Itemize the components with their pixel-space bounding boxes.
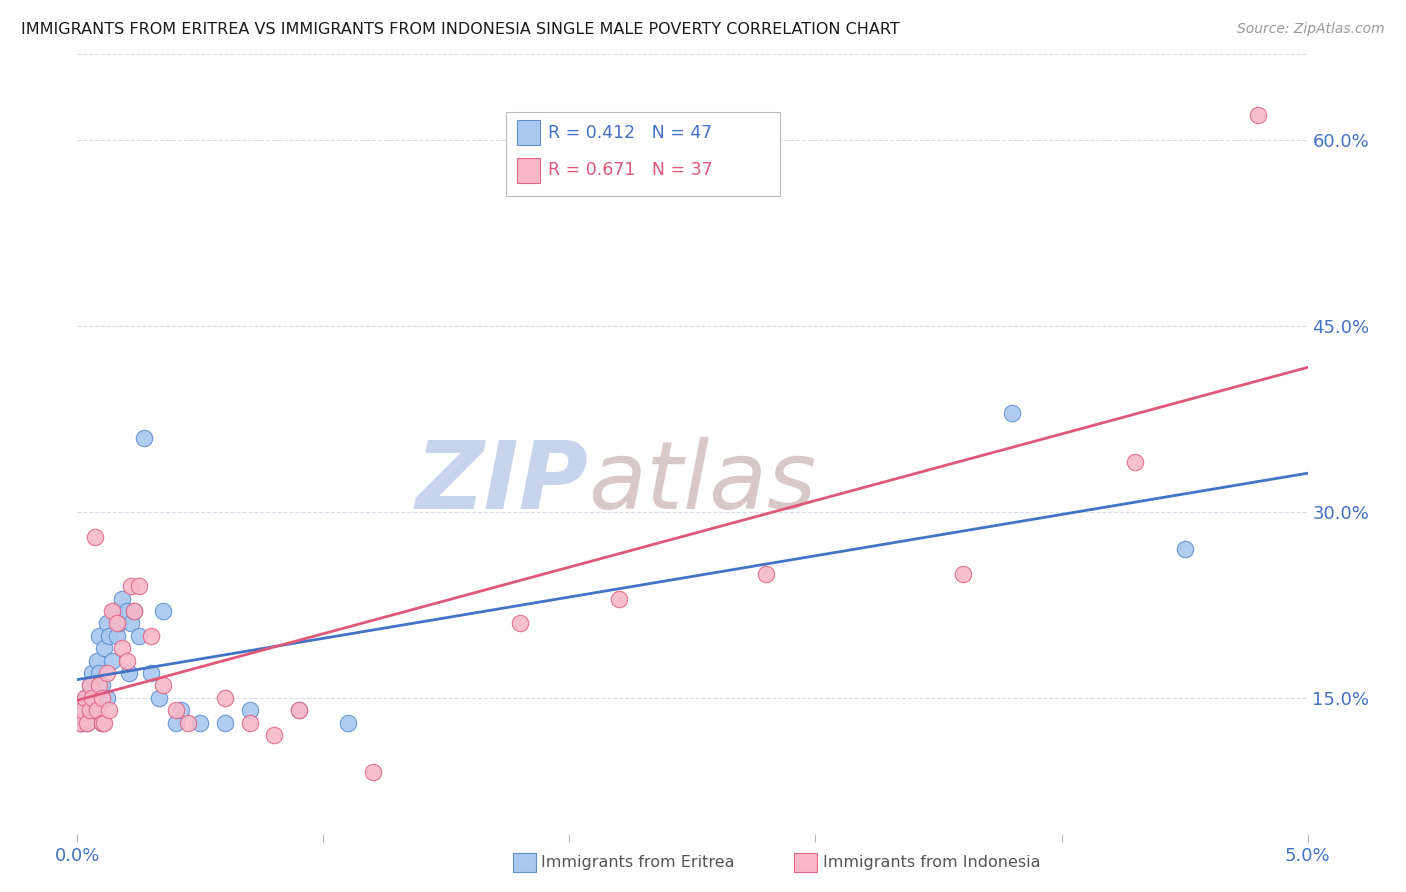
Point	[148, 690, 170, 705]
Point	[105, 616, 128, 631]
Point	[96, 690, 118, 705]
Point	[69, 715, 91, 730]
Point	[83, 703, 105, 717]
Point	[141, 629, 163, 643]
Point	[79, 678, 101, 692]
Text: atlas: atlas	[588, 437, 815, 528]
Text: Immigrants from Indonesia: Immigrants from Indonesia	[823, 855, 1040, 870]
Point	[103, 604, 125, 618]
Point	[115, 654, 138, 668]
Point	[214, 715, 236, 730]
Point	[239, 715, 262, 730]
Point	[93, 715, 115, 730]
Point	[165, 703, 187, 717]
Point	[101, 654, 124, 668]
Text: Source: ZipAtlas.com: Source: ZipAtlas.com	[1237, 22, 1385, 37]
Point	[128, 629, 150, 643]
Point	[607, 591, 630, 606]
Point	[70, 703, 93, 717]
Point	[952, 566, 974, 581]
Point	[128, 579, 150, 593]
Point	[96, 616, 118, 631]
Point	[165, 715, 187, 730]
Point	[79, 678, 101, 692]
Point	[86, 703, 108, 717]
Point	[98, 703, 121, 717]
Point	[132, 431, 155, 445]
Point	[288, 703, 311, 717]
Point	[101, 604, 124, 618]
Point	[188, 715, 212, 730]
Point	[169, 703, 191, 717]
Point	[73, 703, 96, 717]
Point	[115, 604, 138, 618]
Point	[96, 665, 118, 680]
Point	[361, 765, 384, 780]
Point	[90, 690, 114, 705]
Point	[755, 566, 778, 581]
Point	[263, 728, 285, 742]
Point	[122, 604, 145, 618]
Point	[89, 678, 111, 692]
Point	[141, 665, 163, 680]
Point	[73, 690, 96, 705]
Point	[214, 690, 236, 705]
Point	[90, 715, 114, 730]
Point	[79, 703, 101, 717]
Point	[76, 690, 98, 705]
Point	[177, 715, 200, 730]
Point	[122, 604, 145, 618]
Point	[73, 690, 96, 705]
Text: IMMIGRANTS FROM ERITREA VS IMMIGRANTS FROM INDONESIA SINGLE MALE POVERTY CORRELA: IMMIGRANTS FROM ERITREA VS IMMIGRANTS FR…	[21, 22, 900, 37]
Point	[76, 715, 98, 730]
Point	[83, 678, 105, 692]
Text: R = 0.671   N = 37: R = 0.671 N = 37	[548, 161, 713, 179]
Point	[152, 678, 174, 692]
Point	[70, 715, 93, 730]
Point	[83, 530, 105, 544]
Point	[1174, 542, 1197, 557]
Point	[89, 665, 111, 680]
Point	[70, 703, 93, 717]
Point	[90, 690, 114, 705]
Text: ZIP: ZIP	[415, 437, 588, 529]
Text: R = 0.412   N = 47: R = 0.412 N = 47	[548, 124, 713, 142]
Point	[509, 616, 531, 631]
Point	[90, 715, 114, 730]
Point	[111, 591, 132, 606]
Point	[89, 629, 111, 643]
Point	[98, 629, 121, 643]
Point	[121, 616, 143, 631]
Point	[86, 690, 108, 705]
Point	[86, 654, 108, 668]
Point	[79, 703, 101, 717]
Point	[239, 703, 262, 717]
Point	[93, 641, 115, 656]
Point	[69, 715, 91, 730]
Point	[90, 678, 114, 692]
Point	[82, 665, 104, 680]
Point	[152, 604, 174, 618]
Text: Immigrants from Eritrea: Immigrants from Eritrea	[541, 855, 735, 870]
Point	[337, 715, 360, 730]
Point	[76, 715, 98, 730]
Point	[121, 579, 143, 593]
Point	[105, 629, 128, 643]
Point	[1125, 455, 1147, 469]
Point	[111, 641, 132, 656]
Point	[82, 690, 104, 705]
Point	[1001, 406, 1024, 420]
Point	[118, 665, 141, 680]
Point	[108, 616, 131, 631]
Point	[288, 703, 311, 717]
Point	[1247, 108, 1270, 122]
Point	[82, 690, 104, 705]
